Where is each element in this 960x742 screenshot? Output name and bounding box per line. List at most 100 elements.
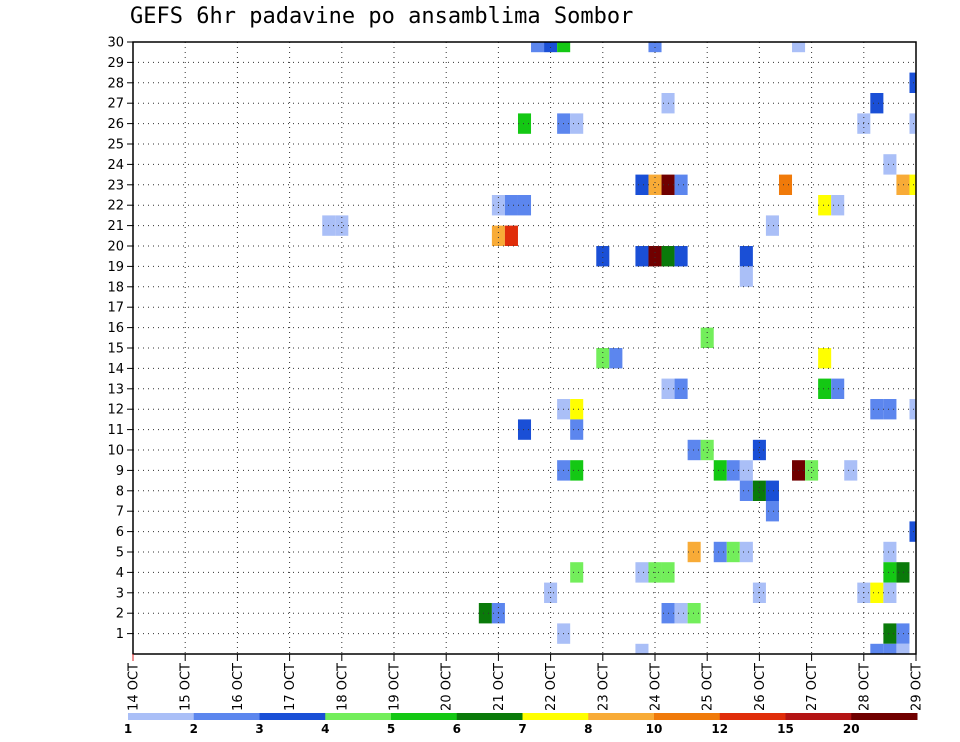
heatmap-cell [739,480,753,501]
y-tick-label: 26 [107,117,124,132]
heatmap-cell [831,195,845,216]
y-tick-label: 3 [116,586,124,601]
y-tick-label: 20 [107,240,124,255]
heatmap-cell [883,541,897,563]
heatmap-cell [570,419,584,440]
heatmap-cell [674,603,688,624]
colorbar-swatch [325,713,392,720]
heatmap-cell [739,246,753,267]
heatmap-cell [674,174,688,195]
heatmap-cell [818,195,832,216]
x-tick-label: 27 OCT [805,663,820,711]
heatmap-cell [570,113,584,134]
heatmap-cell [504,225,518,246]
y-tick-label: 30 [107,36,124,51]
y-tick-label: 9 [116,464,124,479]
y-tick-label: 5 [116,546,124,561]
heatmap-cell [765,501,779,522]
x-tick-label: 25 OCT [701,663,716,711]
y-tick-label: 25 [107,138,124,153]
heatmap-cell [635,174,649,195]
heatmap-cell [909,521,916,542]
heatmap-cell [635,246,649,267]
heatmap-cell [635,562,649,583]
colorbar-swatch [785,713,852,720]
colorbar-swatch [588,713,655,720]
y-tick-label: 2 [116,607,124,622]
heatmap-cell [557,42,571,53]
colorbar-label: 6 [453,722,461,736]
colorbar-label: 3 [255,722,263,736]
heatmap-cell [909,113,916,134]
heatmap-cell [713,460,727,481]
heatmap-cell [517,195,532,216]
heatmap-cell [635,643,649,654]
y-tick-label: 23 [107,178,124,193]
y-tick-label: 14 [107,362,124,377]
heatmap-cell [752,439,766,461]
colorbar-swatch [259,713,326,720]
heatmap-cell [570,460,584,481]
y-tick-label: 22 [107,199,124,214]
heatmap-cell [517,113,532,134]
x-tick-label: 23 OCT [596,663,611,711]
grid-lines [133,42,916,654]
x-tick-label: 26 OCT [753,663,768,711]
x-tick-label: 19 OCT [388,663,403,711]
heatmap-cell [570,399,584,420]
heatmap-cell [687,541,701,563]
colorbar-swatch [522,713,589,720]
heatmap-cell [517,419,532,440]
x-tick-label: 17 OCT [283,663,298,711]
x-tick-label: 20 OCT [440,663,455,711]
heatmap-cell [674,378,688,399]
x-tick-label: 24 OCT [649,663,664,711]
y-tick-label: 19 [107,260,124,275]
heatmap-cell [674,246,688,267]
y-tick-label: 11 [107,423,124,438]
heatmap-cell [596,246,610,267]
heatmap-cell [805,460,819,481]
colorbar: 1 2 3 4 5 6 7 8 10 12 15 20 [124,713,918,736]
y-tick-label: 29 [107,56,124,71]
heatmap-cell [765,480,779,501]
heatmap-cell [491,225,505,246]
heatmap-cell [648,246,662,267]
x-tick-label: 18 OCT [335,663,350,711]
heatmap-cell [687,439,701,461]
heatmap-cell [596,348,610,369]
heatmap-cell [661,246,675,267]
x-tick-label: 15 OCT [179,663,194,711]
heatmap-cell [896,643,910,654]
heatmap-cell [648,174,662,195]
heatmap-cell [870,399,884,420]
y-tick-label: 24 [107,158,124,173]
colorbar-swatch [851,713,918,720]
heatmap-cell [739,541,753,563]
x-tick-label: 21 OCT [492,663,507,711]
y-tick-label: 18 [107,280,124,295]
colorbar-label: 12 [711,722,728,736]
heatmap-cell [831,378,845,399]
y-tick-label: 4 [116,566,124,581]
heatmap-cell [687,603,701,624]
colorbar-label: 1 [124,722,132,736]
x-tick-label: 14 OCT [127,663,142,711]
heatmap-cell [700,439,714,461]
colorbar-label: 4 [321,722,329,736]
heatmap-cell [818,348,832,369]
heatmap-cell [570,562,584,583]
y-tick-label: 8 [116,484,124,499]
heatmap-cell [531,42,545,53]
heatmap-cell [896,562,910,583]
colorbar-label: 5 [387,722,395,736]
colorbar-swatch [456,713,523,720]
y-tick-label: 15 [107,342,124,357]
heatmap-cell [609,348,623,369]
heatmap-cell [883,562,897,583]
heatmap-cell [883,154,897,175]
colorbar-swatch [128,713,195,720]
y-tick-label: 12 [107,403,124,418]
heatmap-cell [818,378,832,399]
